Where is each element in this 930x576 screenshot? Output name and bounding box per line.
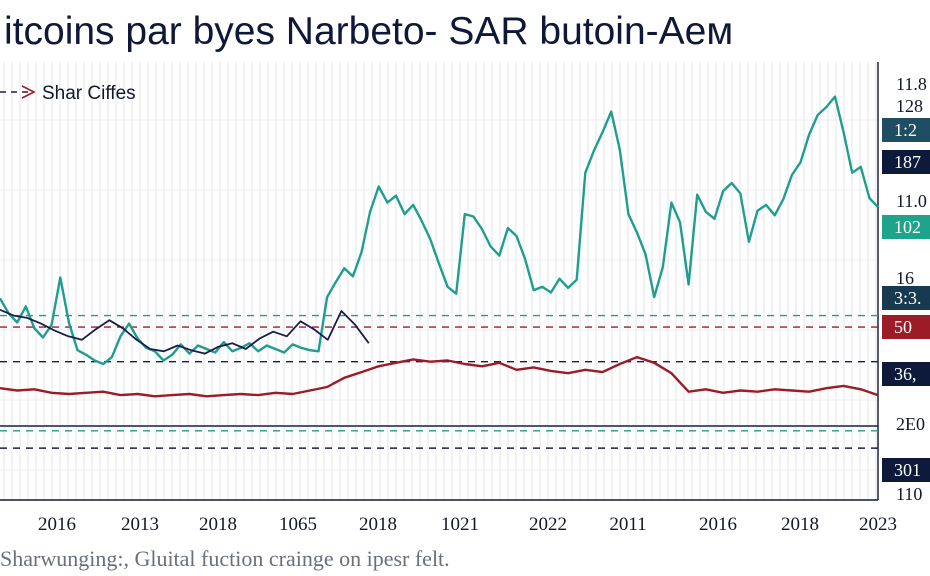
value-tag-bg — [882, 286, 930, 310]
x-axis-ticks: 2016 2013 2018 1065 2018 1021 2022 2011 2016 2018… — [38, 514, 897, 535]
x-tick-label: 2022 — [529, 514, 567, 535]
value-tag-text: 3:3. — [894, 288, 922, 308]
value-tag-bg — [882, 362, 930, 386]
value-tag: 36, — [882, 362, 930, 386]
x-tick-label: 2018 — [199, 514, 237, 535]
x-tick-label: 2016 — [699, 514, 737, 535]
value-tag-bg — [882, 150, 930, 174]
right-axis-label: 128 — [896, 96, 923, 116]
value-tag: 1:2 — [882, 118, 930, 142]
legend-arrow-icon — [21, 85, 36, 99]
x-tick-label: 1021 — [441, 514, 479, 535]
value-tag: 50 — [882, 315, 930, 339]
value-tag: 187 — [882, 150, 930, 174]
right-axis-label: 11.8 — [896, 74, 927, 94]
value-tag-text: 102 — [894, 217, 921, 237]
value-tag-text: 1:2 — [894, 120, 917, 140]
value-tag: 301 — [882, 458, 930, 482]
x-tick-label: 2018 — [781, 514, 819, 535]
series-line — [0, 308, 370, 355]
value-tag-bg — [882, 458, 930, 482]
chart-title: itcoins par byes Narbeto- SAR butoin-Aeм — [4, 10, 733, 53]
x-tick-label: 2013 — [121, 514, 159, 535]
legend-label: Shar Ciffes — [42, 83, 136, 104]
value-tag-bg — [882, 118, 930, 142]
x-tick-label: 2011 — [609, 514, 646, 535]
x-tick-label: 2023 — [859, 514, 897, 535]
x-tick-label: 2018 — [359, 514, 397, 535]
right-axis-label: 16 — [896, 268, 914, 288]
value-tag-text: 187 — [894, 152, 921, 172]
series-layer — [0, 95, 879, 398]
x-tick-label: 2016 — [38, 514, 76, 535]
right-axis-label: 11.0 — [896, 191, 927, 211]
value-tag-text: 36, — [894, 364, 917, 384]
value-tag-text: 301 — [894, 460, 921, 480]
series-line — [0, 95, 879, 366]
x-tick-label: 1065 — [279, 514, 317, 535]
legend: Shar Ciffes — [0, 83, 136, 104]
right-value-tags: 1:2 187 102 3:3. 50 36, 301 — [882, 118, 930, 482]
value-tag: 102 — [882, 215, 930, 239]
footnote: Sharwunging:, Gluital fuction craingе on… — [0, 546, 450, 571]
value-tag-bg — [882, 215, 930, 239]
value-tag-bg — [882, 315, 930, 339]
reference-lines — [0, 314, 878, 449]
value-tag: 3:3. — [882, 286, 930, 310]
series-line — [0, 355, 879, 398]
right-axis-label: 2E0 — [896, 414, 925, 434]
right-axis-label: 110 — [896, 484, 922, 504]
grid — [0, 62, 879, 501]
value-tag-text: 50 — [894, 317, 912, 337]
